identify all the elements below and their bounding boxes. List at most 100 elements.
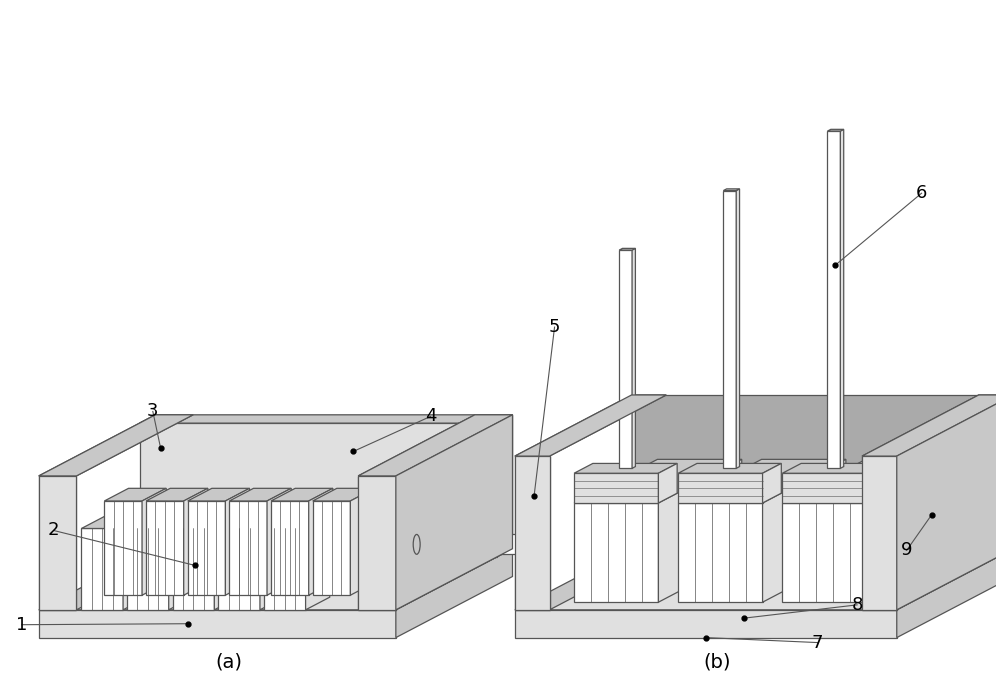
Polygon shape bbox=[658, 460, 742, 602]
Polygon shape bbox=[678, 503, 763, 602]
Polygon shape bbox=[39, 476, 76, 610]
Polygon shape bbox=[574, 473, 658, 503]
Polygon shape bbox=[515, 456, 550, 610]
Polygon shape bbox=[264, 516, 330, 528]
Polygon shape bbox=[678, 473, 763, 503]
Polygon shape bbox=[862, 395, 1000, 456]
Polygon shape bbox=[515, 610, 897, 638]
Polygon shape bbox=[218, 516, 284, 528]
Polygon shape bbox=[515, 549, 1000, 610]
Text: (a): (a) bbox=[215, 653, 242, 672]
Polygon shape bbox=[763, 464, 781, 503]
Polygon shape bbox=[897, 549, 1000, 638]
Ellipse shape bbox=[525, 498, 543, 505]
Polygon shape bbox=[574, 503, 658, 602]
Polygon shape bbox=[39, 415, 193, 476]
Polygon shape bbox=[396, 415, 512, 610]
Polygon shape bbox=[39, 610, 396, 638]
Text: 6: 6 bbox=[916, 184, 927, 202]
Text: 3: 3 bbox=[147, 403, 159, 420]
Polygon shape bbox=[173, 528, 214, 610]
Polygon shape bbox=[515, 395, 666, 456]
Polygon shape bbox=[723, 190, 736, 469]
Polygon shape bbox=[81, 528, 123, 610]
Ellipse shape bbox=[413, 534, 420, 554]
Polygon shape bbox=[169, 516, 193, 610]
Polygon shape bbox=[350, 488, 375, 595]
Bar bbox=[525, 502, 543, 596]
Ellipse shape bbox=[532, 534, 539, 554]
Text: 5: 5 bbox=[549, 318, 560, 336]
Text: 8: 8 bbox=[851, 596, 863, 614]
Polygon shape bbox=[574, 464, 677, 473]
Polygon shape bbox=[358, 476, 396, 610]
Polygon shape bbox=[229, 488, 291, 501]
Polygon shape bbox=[104, 501, 142, 595]
Polygon shape bbox=[184, 488, 208, 595]
Text: 2: 2 bbox=[48, 521, 59, 539]
Polygon shape bbox=[763, 460, 846, 602]
Polygon shape bbox=[396, 415, 512, 610]
Polygon shape bbox=[897, 395, 1000, 610]
Polygon shape bbox=[264, 528, 306, 610]
Polygon shape bbox=[39, 415, 193, 476]
Polygon shape bbox=[867, 464, 885, 503]
Text: 7: 7 bbox=[812, 633, 823, 651]
Polygon shape bbox=[313, 488, 375, 501]
Polygon shape bbox=[515, 456, 550, 610]
Polygon shape bbox=[142, 488, 166, 595]
Polygon shape bbox=[140, 415, 512, 423]
Polygon shape bbox=[396, 549, 512, 638]
Polygon shape bbox=[155, 415, 512, 549]
Polygon shape bbox=[736, 189, 740, 469]
Polygon shape bbox=[229, 501, 267, 595]
Polygon shape bbox=[306, 516, 330, 610]
Ellipse shape bbox=[525, 592, 543, 599]
Polygon shape bbox=[632, 395, 1000, 549]
Polygon shape bbox=[867, 460, 950, 602]
Polygon shape bbox=[39, 476, 76, 610]
Polygon shape bbox=[146, 488, 208, 501]
Polygon shape bbox=[39, 549, 512, 610]
Polygon shape bbox=[188, 488, 250, 501]
Polygon shape bbox=[840, 129, 844, 469]
Polygon shape bbox=[723, 189, 740, 190]
Polygon shape bbox=[862, 456, 897, 610]
Polygon shape bbox=[188, 501, 225, 595]
Polygon shape bbox=[81, 516, 147, 528]
Polygon shape bbox=[76, 557, 459, 610]
Polygon shape bbox=[550, 556, 964, 610]
Polygon shape bbox=[678, 460, 846, 503]
Polygon shape bbox=[619, 249, 635, 250]
Text: 4: 4 bbox=[425, 407, 436, 425]
Polygon shape bbox=[140, 423, 497, 557]
Polygon shape bbox=[782, 473, 867, 503]
Polygon shape bbox=[214, 516, 238, 610]
Polygon shape bbox=[782, 503, 867, 602]
Polygon shape bbox=[104, 488, 166, 501]
Polygon shape bbox=[782, 460, 950, 503]
Polygon shape bbox=[173, 516, 238, 528]
Polygon shape bbox=[782, 464, 885, 473]
Text: 1: 1 bbox=[16, 616, 28, 633]
Polygon shape bbox=[632, 249, 635, 469]
Polygon shape bbox=[271, 488, 333, 501]
Bar bbox=[417, 534, 536, 554]
Polygon shape bbox=[897, 395, 1000, 610]
Polygon shape bbox=[127, 516, 193, 528]
Text: (b): (b) bbox=[704, 653, 731, 672]
Polygon shape bbox=[127, 528, 169, 610]
Polygon shape bbox=[225, 488, 250, 595]
Polygon shape bbox=[862, 395, 1000, 456]
Polygon shape bbox=[862, 456, 897, 610]
Polygon shape bbox=[218, 528, 260, 610]
Polygon shape bbox=[515, 395, 666, 456]
Polygon shape bbox=[358, 415, 512, 476]
Polygon shape bbox=[146, 501, 184, 595]
Polygon shape bbox=[260, 516, 284, 610]
Polygon shape bbox=[358, 476, 396, 610]
Polygon shape bbox=[827, 129, 844, 131]
Polygon shape bbox=[313, 501, 350, 595]
Polygon shape bbox=[574, 460, 742, 503]
Polygon shape bbox=[123, 516, 147, 610]
